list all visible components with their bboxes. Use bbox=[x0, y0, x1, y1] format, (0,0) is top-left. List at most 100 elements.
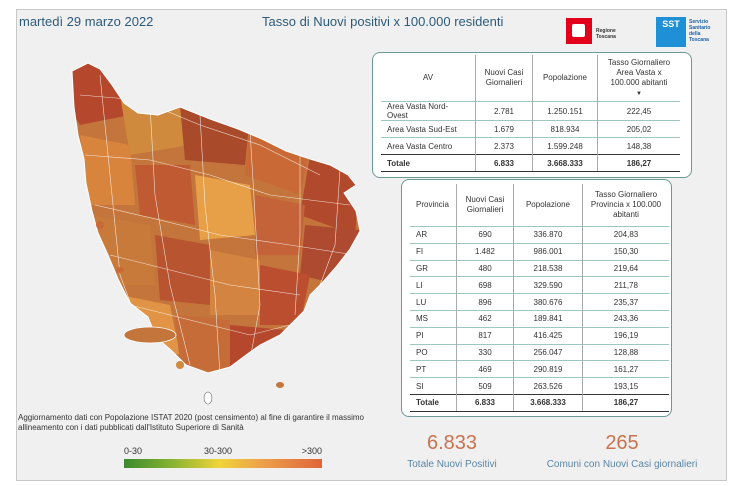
table-cell: 330 bbox=[456, 343, 514, 361]
table-cell: 416.425 bbox=[513, 326, 583, 345]
table-cell: 2.373 bbox=[475, 137, 533, 155]
table-cell: 1.482 bbox=[456, 242, 514, 261]
table-cell: 329.590 bbox=[513, 276, 583, 294]
table-cell: 186,27 bbox=[582, 393, 669, 412]
column-header[interactable]: Provincia bbox=[410, 184, 457, 227]
table-cell: FI bbox=[410, 242, 457, 261]
table-cell: 1.250.151 bbox=[532, 101, 598, 121]
page-title: Tasso di Nuovi positivi x 100.000 reside… bbox=[262, 14, 504, 29]
table-cell: 150,30 bbox=[582, 242, 669, 261]
provincia-table-panel: Provincia Nuovi Casi Giornalieri Popolaz… bbox=[401, 179, 672, 417]
table-cell: 196,19 bbox=[582, 326, 669, 345]
sst-text: Servizio Sanitario della Toscana bbox=[689, 19, 711, 43]
table-header-row: Provincia Nuovi Casi Giornalieri Popolaz… bbox=[410, 184, 669, 227]
table-cell: 189.841 bbox=[513, 309, 583, 328]
column-header[interactable]: Popolazione bbox=[513, 184, 583, 227]
table-cell: 986.001 bbox=[513, 242, 583, 261]
table-cell: 698 bbox=[456, 276, 514, 294]
table-cell: 235,37 bbox=[582, 293, 669, 311]
legend-high-label: >300 bbox=[301, 446, 322, 456]
table-cell: 896 bbox=[456, 293, 514, 311]
column-header[interactable]: Tasso Giornaliero Area Vasta x 100.000 a… bbox=[598, 55, 681, 102]
table-cell: 1.679 bbox=[475, 120, 533, 138]
column-header[interactable]: Nuovi Casi Giornalieri bbox=[456, 184, 514, 227]
table-cell: 3.668.333 bbox=[513, 393, 583, 412]
table-cell: GR bbox=[410, 259, 457, 277]
column-header[interactable]: Tasso Giornaliero Provincia x 100.000 ab… bbox=[590, 190, 662, 219]
table-cell: LI bbox=[410, 276, 457, 294]
table-cell: 219,64 bbox=[582, 259, 669, 277]
table-total-row: Totale 6.833 3.668.333 186,27 bbox=[381, 154, 680, 172]
table-row: FI 1.482 986.001 150,30 bbox=[410, 242, 669, 261]
table-cell: 509 bbox=[456, 377, 514, 395]
table-cell: Area Vasta Sud-Est bbox=[381, 120, 476, 138]
column-header[interactable]: Nuovi Casi Giornalieri bbox=[475, 55, 533, 102]
table-cell: 336.870 bbox=[513, 226, 583, 244]
table-cell: PO bbox=[410, 343, 457, 361]
area-vasta-table: AV Nuovi Casi Giornalieri Popolazione Ta… bbox=[381, 55, 680, 172]
gorgona-island bbox=[96, 221, 104, 229]
table-cell: 161,27 bbox=[582, 360, 669, 378]
map-municipalities bbox=[72, 63, 360, 373]
column-header[interactable]: Popolazione bbox=[532, 55, 598, 102]
table-cell: 263.526 bbox=[513, 377, 583, 395]
table-cell: 818.934 bbox=[532, 120, 598, 138]
elba-island bbox=[123, 326, 177, 344]
table-cell: 817 bbox=[456, 326, 514, 345]
giglio-island bbox=[203, 391, 213, 405]
table-cell: SI bbox=[410, 377, 457, 395]
kpi-total-positivi: 6.833 Totale Nuovi Positivi bbox=[400, 432, 504, 470]
table-cell: 2.781 bbox=[475, 101, 533, 121]
regione-toscana-emblem-icon bbox=[566, 18, 592, 44]
table-cell: 1.599.248 bbox=[532, 137, 598, 155]
column-header-label: Tasso Giornaliero Area Vasta x 100.000 a… bbox=[607, 57, 671, 87]
color-legend: 0-30 30-300 >300 bbox=[124, 446, 322, 470]
column-header[interactable]: AV bbox=[381, 55, 476, 102]
provincia-table: Provincia Nuovi Casi Giornalieri Popolaz… bbox=[410, 184, 669, 412]
table-cell: Totale bbox=[381, 154, 476, 172]
table-cell: 204,83 bbox=[582, 226, 669, 244]
table-cell: 480 bbox=[456, 259, 514, 277]
table-row: MS 462 189.841 243,36 bbox=[410, 309, 669, 328]
table-row: PO 330 256.047 128,88 bbox=[410, 343, 669, 361]
table-cell: 290.819 bbox=[513, 360, 583, 378]
table-cell: 6.833 bbox=[475, 154, 533, 172]
legend-mid-label: 30-300 bbox=[204, 446, 233, 456]
capraia-island bbox=[116, 267, 124, 273]
table-cell: 690 bbox=[456, 226, 514, 244]
table-cell: Area Vasta Centro bbox=[381, 137, 476, 155]
table-cell: 211,78 bbox=[582, 276, 669, 294]
table-cell: PT bbox=[410, 360, 457, 378]
table-cell: 205,02 bbox=[597, 120, 680, 138]
regione-toscana-text: Regione Toscana bbox=[596, 28, 616, 40]
sort-descending-icon: ▼ bbox=[636, 90, 642, 97]
legend-gradient-bar bbox=[124, 459, 322, 468]
kpi-value: 265 bbox=[605, 432, 639, 454]
table-cell: 462 bbox=[456, 309, 514, 328]
table-cell: 193,15 bbox=[582, 377, 669, 395]
table-cell: AR bbox=[410, 226, 457, 244]
kpi-label: Comuni con Nuovi Casi giornalieri bbox=[546, 459, 698, 470]
update-note: Aggiornamento dati con Popolazione ISTAT… bbox=[18, 413, 364, 432]
table-row: Area Vasta Sud-Est 1.679 818.934 205,02 bbox=[381, 120, 680, 138]
table-cell: 128,88 bbox=[582, 343, 669, 361]
regione-toscana-logo: Regione Toscana bbox=[566, 18, 636, 44]
table-cell: 3.668.333 bbox=[532, 154, 598, 172]
area-vasta-table-panel: AV Nuovi Casi Giornalieri Popolazione Ta… bbox=[372, 52, 692, 178]
tuscany-choropleth-map bbox=[71, 62, 361, 405]
table-row: PI 817 416.425 196,19 bbox=[410, 326, 669, 345]
table-cell: 469 bbox=[456, 360, 514, 378]
table-row: PT 469 290.819 161,27 bbox=[410, 360, 669, 378]
table-cell: Area Vasta Nord-Ovest bbox=[381, 101, 476, 121]
table-cell: 222,45 bbox=[597, 101, 680, 121]
legend-low-label: 0-30 bbox=[124, 446, 143, 456]
pianosa-island bbox=[176, 361, 184, 369]
table-cell: LU bbox=[410, 293, 457, 311]
kpi-comuni: 265 Comuni con Nuovi Casi giornalieri bbox=[538, 432, 706, 470]
table-row: GR 480 218.538 219,64 bbox=[410, 259, 669, 277]
kpi-label: Totale Nuovi Positivi bbox=[407, 459, 497, 470]
table-cell: 148,38 bbox=[597, 137, 680, 155]
table-row: AR 690 336.870 204,83 bbox=[410, 226, 669, 244]
table-header-row: AV Nuovi Casi Giornalieri Popolazione Ta… bbox=[381, 55, 680, 102]
table-cell: Totale bbox=[410, 393, 457, 412]
